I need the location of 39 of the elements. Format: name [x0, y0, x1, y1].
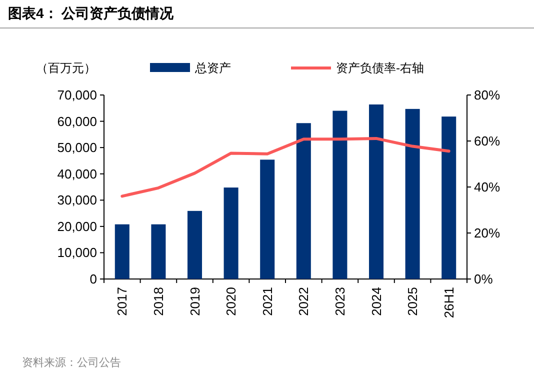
legend-label: 总资产 — [194, 61, 231, 75]
x-tick-label: 2023 — [332, 287, 348, 316]
y2-tick-label: 40% — [474, 180, 500, 194]
bar — [260, 160, 275, 279]
bar — [332, 110, 348, 279]
y-tick-label: 40,000 — [57, 166, 97, 182]
y2-tick-label: 20% — [474, 226, 500, 240]
x-tick-label: 2025 — [405, 287, 420, 316]
x-tick-label: 2022 — [296, 287, 312, 316]
x-tick-label: 2019 — [187, 287, 202, 316]
bar — [114, 224, 130, 279]
bar — [368, 104, 384, 279]
y-tick-label: 30,000 — [57, 192, 97, 208]
x-tick-label: 2021 — [260, 287, 275, 316]
chart-title: 图表4： 公司资产负债情况 — [8, 5, 175, 21]
line-series — [120, 136, 450, 198]
y-tick-label: 0 — [90, 272, 97, 286]
bar — [151, 224, 166, 279]
legend-label: 资产负债率-右轴 — [336, 61, 424, 75]
y-tick-label: 60,000 — [57, 114, 97, 129]
x-tick-label: 2017 — [114, 287, 130, 316]
y-tick-label: 70,000 — [57, 88, 97, 102]
x-tick-label: 2020 — [224, 287, 239, 316]
bar — [187, 210, 202, 279]
bar — [296, 123, 311, 279]
bar — [224, 188, 238, 279]
y-tick-label: 10,000 — [57, 245, 97, 260]
y2-tick-label: 80% — [474, 88, 500, 102]
y2-tick-label: 60% — [474, 134, 500, 148]
y-tick-label: 20,000 — [57, 218, 97, 234]
bar — [442, 116, 456, 279]
y-tick-label: 50,000 — [57, 140, 97, 156]
bar — [405, 108, 420, 279]
x-tick-label: 2018 — [150, 287, 166, 316]
x-tick-label: 2024 — [368, 287, 384, 316]
y-axis-title: （百万元） — [36, 61, 96, 75]
text: 资料来源：公司公告 — [22, 356, 121, 369]
x-tick-label: 26H1 — [441, 287, 456, 318]
y2-tick-label: 0% — [474, 272, 494, 286]
